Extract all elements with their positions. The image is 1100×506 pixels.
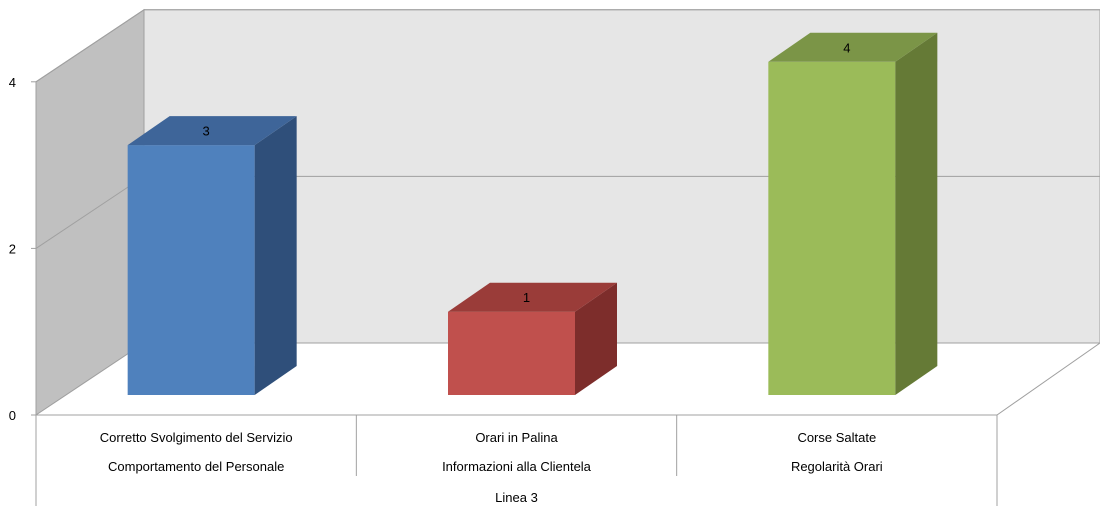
bar-1: 3 [127,116,297,395]
bar-side [895,32,938,396]
bar-side [254,116,297,395]
bar-3: 4 [768,32,938,396]
bar-top [127,116,297,146]
y-tick-label: 2 [9,241,16,256]
bar-top [768,32,938,62]
y-tick-label: 0 [9,408,16,423]
x-category-label: Corretto Svolgimento del Servizio [100,430,293,445]
y-axis-ticks: 0 2 4 [9,75,36,423]
x-category-group-label: Regolarità Orari [791,459,883,474]
x-category-label: Corse Saltate [797,430,876,445]
x-axis-categories: Corretto Svolgimento del Servizio Comport… [35,415,998,506]
bars: 3 1 4 [127,32,938,396]
x-category-label: Orari in Palina [475,430,558,445]
gridline [35,9,1100,83]
bar-front [768,61,896,396]
x-group-label: Linea 3 [495,490,538,505]
bar-front [127,145,255,395]
bar-side [575,282,617,395]
bar-top [448,282,617,312]
data-label: 4 [843,40,850,55]
x-category-group-label: Comportamento del Personale [108,459,284,474]
data-label: 1 [523,290,530,305]
x-category-group-label: Informazioni alla Clientela [442,459,592,474]
bar-2: 1 [448,282,617,395]
data-label: 3 [203,124,210,139]
y-tick-label: 4 [9,75,16,90]
bar-front [448,311,575,395]
